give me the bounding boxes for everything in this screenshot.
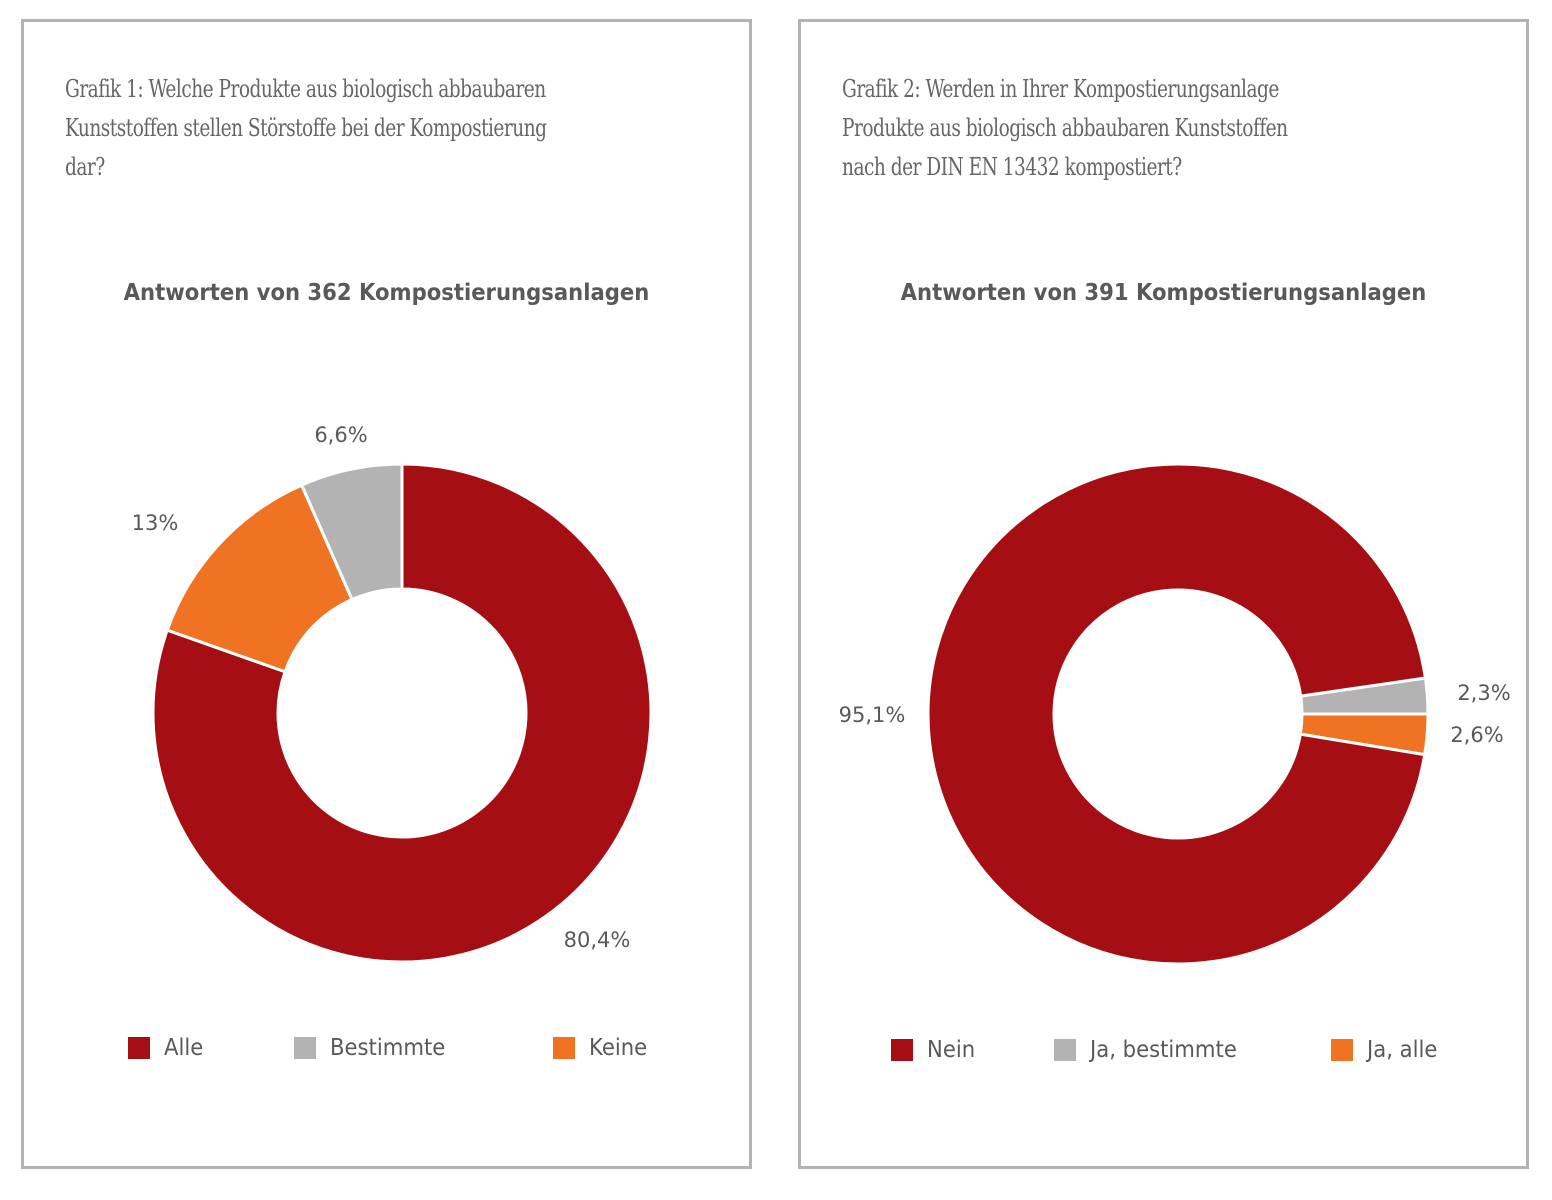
donut-slice-nein <box>926 462 1428 966</box>
question-line: nach der DIN EN 13432 kompostiert? <box>842 153 1182 181</box>
legend-item-ja-alle: Ja, alle <box>1331 1037 1444 1063</box>
legend-swatch <box>128 1037 150 1059</box>
chart-1-question: Grafik 1: Welche Produkte aus biologisch… <box>65 70 719 187</box>
legend-item-nein: Nein <box>891 1037 979 1063</box>
legend-swatch <box>1331 1039 1353 1061</box>
chart-2-question: Grafik 2: Werden in Ihrer Kompostierungs… <box>842 70 1496 187</box>
chart-1-legend: Alle Bestimmte Keine <box>24 1035 749 1071</box>
question-line: Grafik 1: Welche Produkte aus biologisch… <box>65 75 546 103</box>
chart-panel-1: Grafik 1: Welche Produkte aus biologisch… <box>21 19 752 1169</box>
legend-label: Bestimmte <box>330 1035 446 1061</box>
legend-label: Keine <box>589 1035 648 1061</box>
legend-swatch <box>1054 1039 1076 1061</box>
legend-label: Ja, bestimmte <box>1090 1037 1237 1063</box>
chart-2-legend: Nein Ja, bestimmte Ja, alle <box>801 1037 1526 1073</box>
chart-2-subtitle: Antworten von 391 Kompostierungsanlagen <box>900 280 1427 306</box>
question-line: dar? <box>65 153 105 181</box>
question-line: Produkte aus biologisch abbaubaren Kunst… <box>842 114 1288 142</box>
legend-swatch <box>294 1037 316 1059</box>
legend-item-bestimmte: Bestimmte <box>294 1035 455 1061</box>
data-label: 2,3% <box>1457 681 1510 705</box>
legend-item-alle: Alle <box>128 1035 207 1061</box>
data-label: 80,4% <box>564 928 631 952</box>
legend-label: Ja, alle <box>1367 1037 1438 1063</box>
donut-chart-1: 80,4% 6,6% 13% <box>132 423 653 964</box>
legend-label: Nein <box>927 1037 976 1063</box>
legend-item-keine: Keine <box>553 1035 652 1061</box>
donut-slice-bestimmte <box>299 462 404 602</box>
donut-chart-2: 95,1% 2,3% 2,6% <box>839 462 1511 966</box>
legend-swatch <box>891 1039 913 1061</box>
donut-slice-keine <box>165 483 355 674</box>
legend-swatch <box>553 1037 575 1059</box>
chart-1-subtitle: Antworten von 362 Kompostierungsanlagen <box>123 280 650 306</box>
donut-slice-alle <box>151 462 653 964</box>
question-line: Kunststoffen stellen Störstoffe bei der … <box>65 114 547 142</box>
data-label: 6,6% <box>314 423 367 447</box>
question-line: Grafik 2: Werden in Ihrer Kompostierungs… <box>842 75 1279 103</box>
chart-panel-2: Grafik 2: Werden in Ihrer Kompostierungs… <box>798 19 1529 1169</box>
data-label: 2,6% <box>1450 723 1503 747</box>
data-label: 13% <box>132 511 179 535</box>
data-label: 95,1% <box>839 703 906 727</box>
legend-item-ja-bestimmte: Ja, bestimmte <box>1054 1037 1250 1063</box>
legend-label: Alle <box>164 1035 204 1061</box>
